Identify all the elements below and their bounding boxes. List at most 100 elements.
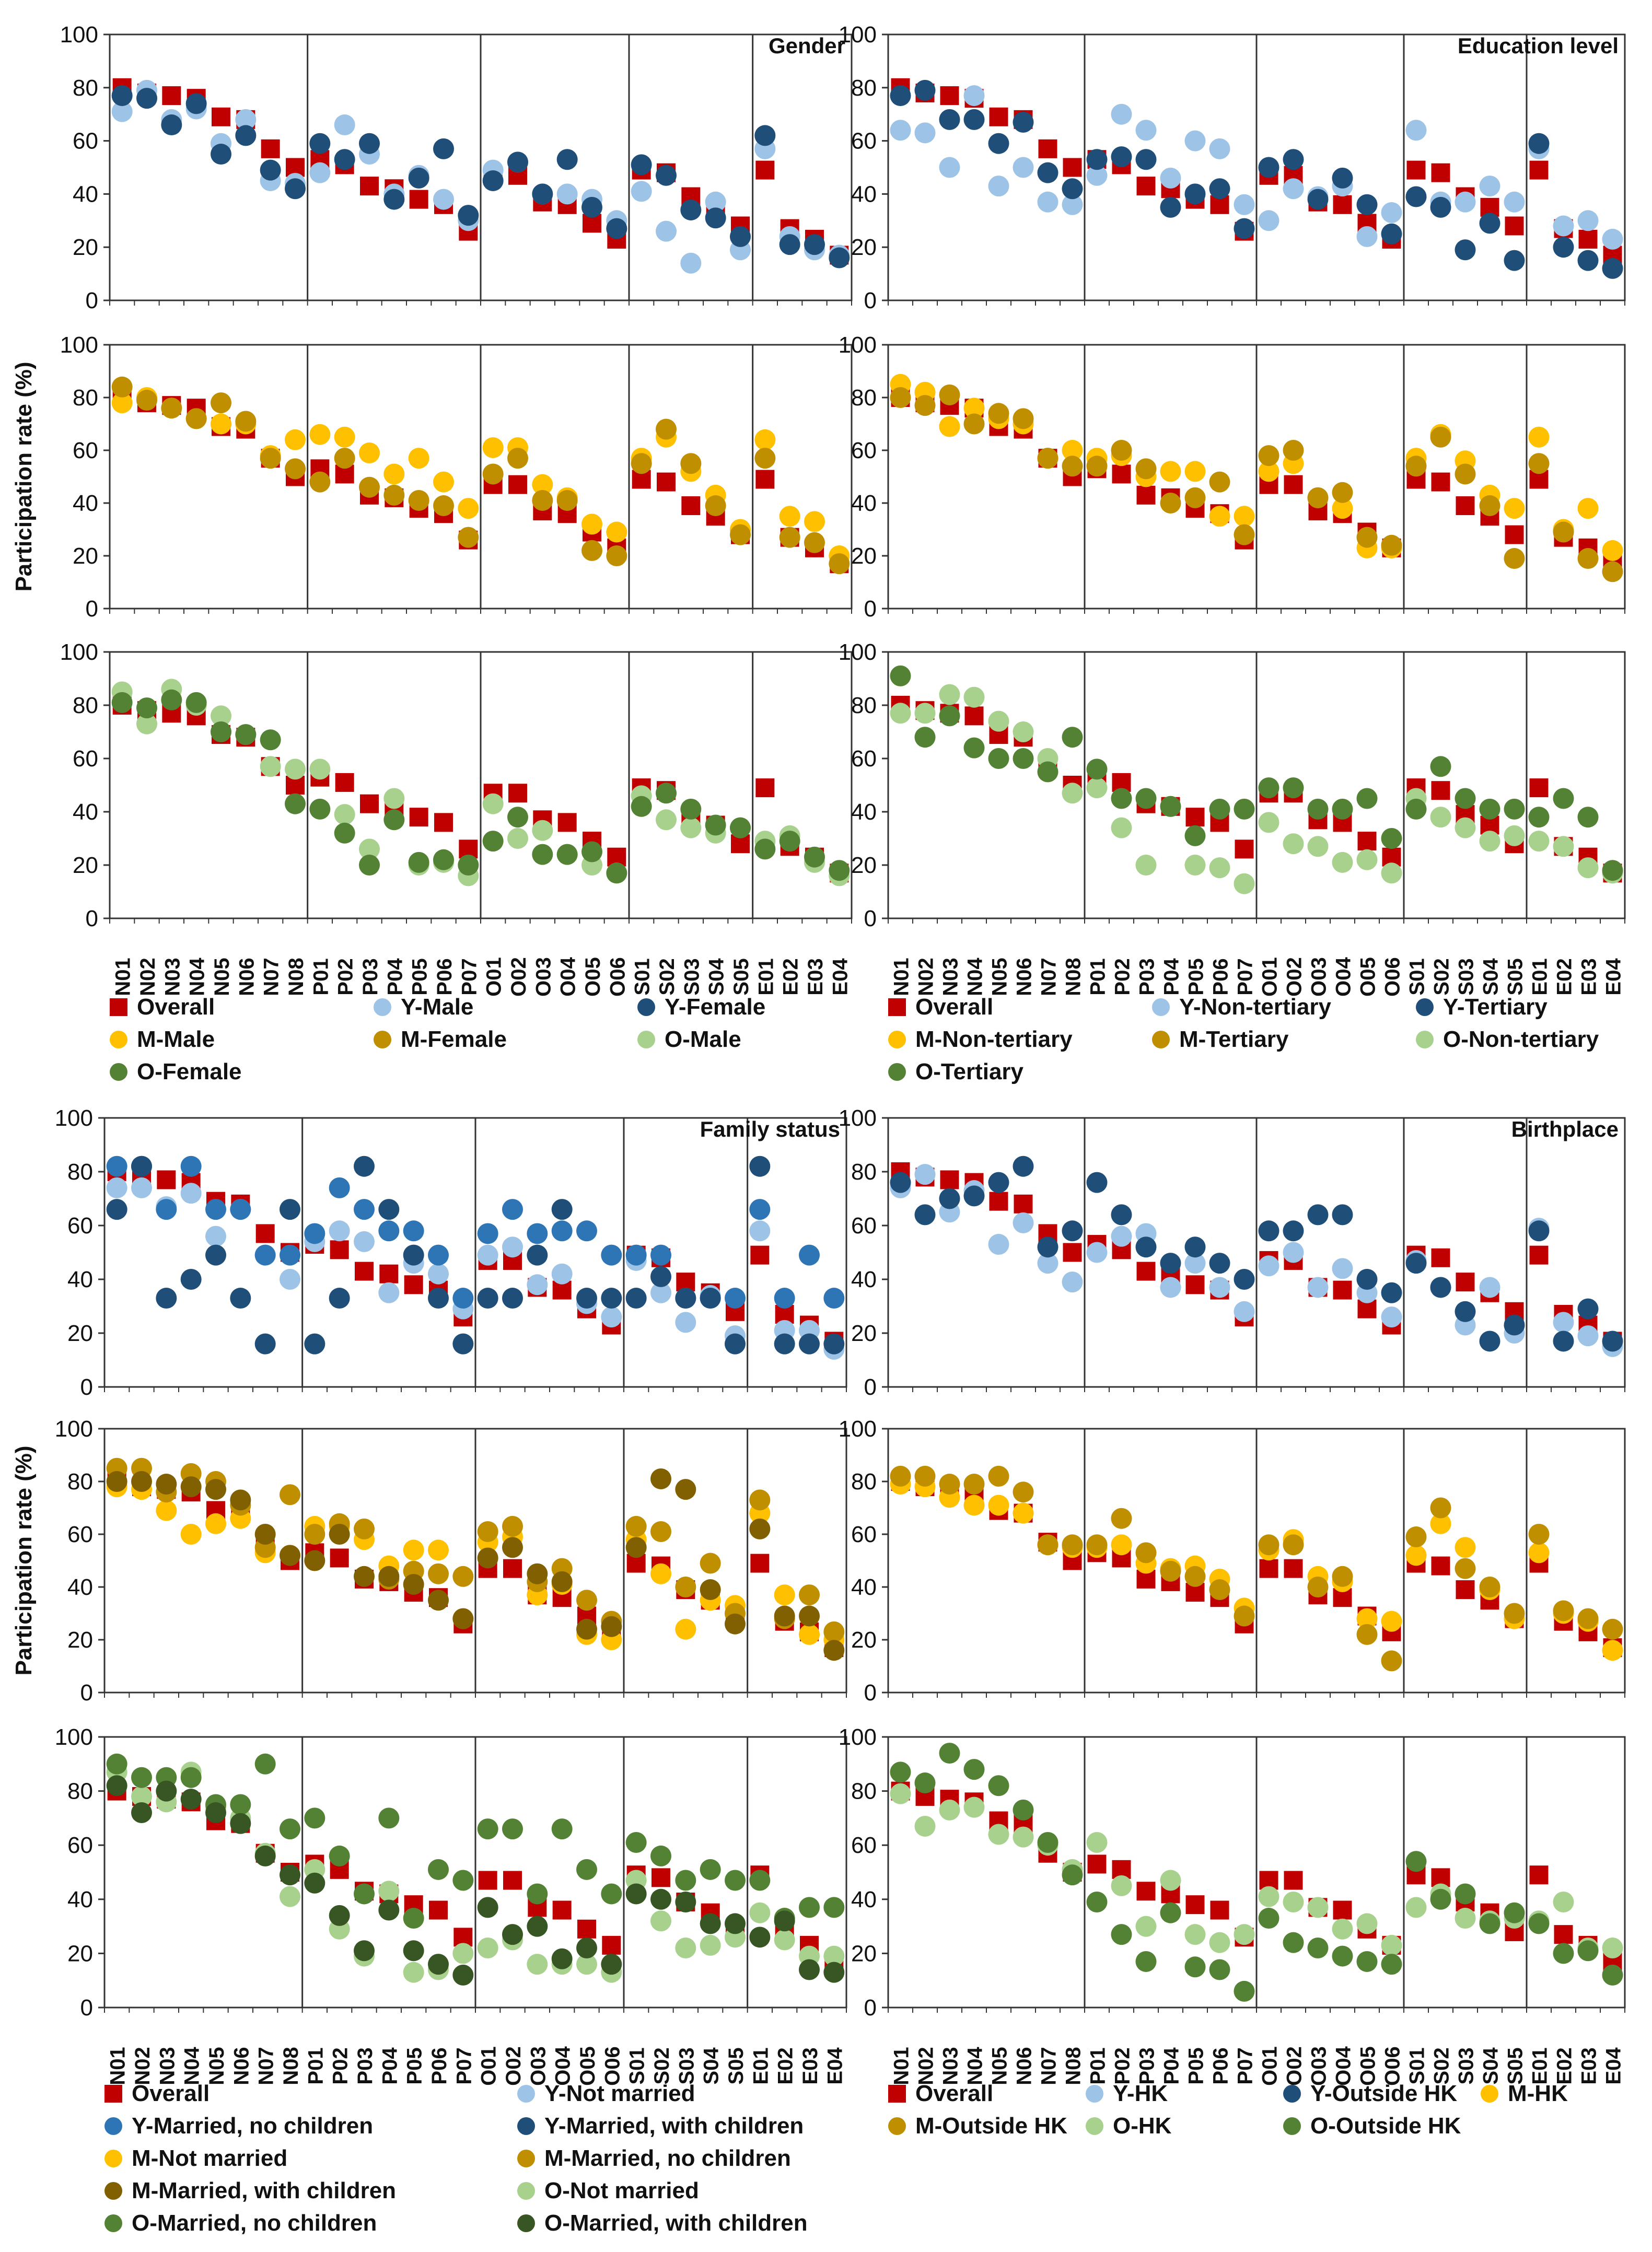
- point-overall-p02: [1112, 464, 1131, 484]
- legend-item-m-tertiary: M-Tertiary: [1152, 1025, 1288, 1054]
- point-o-married-no-children-p06: [428, 1859, 449, 1880]
- point-o-male-p01: [309, 759, 331, 780]
- point-o-male-p04: [383, 788, 405, 809]
- point-o-married-with-children-o04: [551, 1948, 573, 1969]
- x-tick-label-p05: P05: [403, 2047, 426, 2084]
- x-tick-label-o04: O04: [552, 2046, 575, 2085]
- point-m-female-o06: [606, 545, 627, 566]
- legend-item-o-married-no-children: O-Married, no children: [104, 2209, 377, 2238]
- point-o-non-tertiary-p07: [1234, 873, 1255, 894]
- point-y-male-s03: [680, 252, 702, 274]
- point-o-married-no-children-n04: [180, 1767, 202, 1788]
- point-m-married-with-children-p07: [452, 1608, 474, 1629]
- point-y-female-o06: [606, 218, 627, 239]
- point-overall-o04: [552, 1900, 572, 1920]
- point-y-non-tertiary-e03: [1577, 210, 1599, 231]
- point-m-tertiary-p03: [1135, 458, 1157, 480]
- point-y-married-no-children-o06: [601, 1244, 622, 1266]
- point-y-married-with-children-o05: [576, 1288, 597, 1309]
- point-y-not-married-p03: [354, 1231, 375, 1252]
- panel-education-level-3: 0 20 40 60 80 100: [839, 639, 1626, 931]
- legend-label: O-Non-tertiary: [1443, 1026, 1599, 1052]
- point-m-outside-hk-p02: [1111, 1508, 1132, 1529]
- point-m-married-no-children-e04: [823, 1621, 845, 1642]
- point-m-married-with-children-s01: [625, 1537, 647, 1558]
- point-y-not-married-e01: [749, 1220, 771, 1242]
- legend-label: M-Male: [137, 1026, 215, 1052]
- point-y-female-s03: [680, 199, 702, 220]
- point-o-married-no-children-s02: [650, 1845, 671, 1866]
- point-y-tertiary-e04: [1602, 258, 1623, 279]
- point-overall-p02: [330, 1240, 349, 1259]
- point-y-male-p02: [334, 114, 355, 136]
- point-m-married-with-children-n03: [156, 1474, 177, 1495]
- point-y-married-no-children-o01: [477, 1223, 498, 1244]
- point-o-male-n07: [260, 756, 281, 777]
- x-tick-label-n05: N05: [211, 958, 234, 996]
- point-m-outside-hk-p04: [1160, 1560, 1181, 1582]
- y-tick-label: 20: [851, 1321, 877, 1346]
- point-m-outside-hk-o06: [1381, 1650, 1402, 1672]
- point-m-non-tertiary-e01: [1528, 426, 1550, 448]
- point-overall-o04: [1333, 195, 1352, 214]
- point-y-female-n08: [285, 178, 306, 200]
- point-o-outside-hk-o03: [1307, 1938, 1329, 1959]
- x-tick-label-p02: P02: [1111, 2047, 1134, 2084]
- point-o-female-e04: [829, 860, 850, 881]
- point-y-married-with-children-n03: [156, 1288, 177, 1309]
- y-tick-label: 100: [60, 332, 98, 358]
- x-tick-label-s03: S03: [1455, 958, 1478, 995]
- x-tick-label-e03: E03: [804, 958, 827, 995]
- point-m-non-tertiary-e03: [1577, 498, 1599, 519]
- y-tick-label: 0: [864, 1995, 877, 2021]
- point-y-married-with-children-p06: [428, 1288, 449, 1309]
- circle-marker-icon: [374, 998, 391, 1016]
- point-o-female-s04: [705, 814, 726, 836]
- point-o-non-tertiary-n08: [1062, 783, 1083, 804]
- x-tick-label-n02: N02: [136, 958, 159, 996]
- x-tick-label-s01: S01: [631, 958, 654, 995]
- point-o-tertiary-o05: [1356, 788, 1378, 809]
- circle-marker-icon: [1481, 2085, 1498, 2103]
- point-o-non-tertiary-n01: [890, 703, 911, 724]
- point-o-hk-o05: [1356, 1913, 1378, 1934]
- y-tick-label: 40: [851, 1887, 877, 1912]
- point-m-married-with-children-o04: [551, 1571, 573, 1592]
- point-o-outside-hk-e01: [1528, 1913, 1550, 1934]
- point-o-non-tertiary-p06: [1209, 857, 1230, 879]
- point-m-male-p04: [383, 463, 405, 485]
- point-overall-o02: [1284, 1871, 1303, 1890]
- point-m-female-p04: [383, 484, 405, 506]
- legend-label: O-Married, no children: [132, 2210, 377, 2236]
- y-tick-label: 40: [851, 1267, 877, 1292]
- point-o-not-married-e04: [823, 1945, 845, 1967]
- point-overall-p03: [355, 1262, 374, 1281]
- point-o-married-with-children-o02: [502, 1924, 523, 1945]
- point-m-married-with-children-s05: [725, 1613, 746, 1635]
- point-y-male-p06: [433, 189, 454, 210]
- point-y-married-no-children-n06: [230, 1199, 251, 1220]
- legend-label: Y-Married, with children: [544, 2113, 804, 2139]
- x-tick-label-n01: N01: [112, 958, 135, 996]
- point-y-outside-hk-o03: [1307, 1204, 1329, 1226]
- circle-marker-icon: [517, 2085, 535, 2103]
- point-y-female-p06: [433, 138, 454, 159]
- point-y-married-with-children-p03: [354, 1156, 375, 1177]
- point-o-hk-o06: [1381, 1934, 1402, 1956]
- legend-item-o-non-tertiary: O-Non-tertiary: [1416, 1025, 1599, 1054]
- x-tick-label-p02: P02: [329, 2047, 352, 2084]
- point-overall-s05: [1505, 216, 1524, 236]
- point-o-non-tertiary-o04: [1332, 851, 1353, 873]
- point-o-married-no-children-o03: [527, 1883, 548, 1905]
- point-o-tertiary-p02: [1111, 788, 1132, 809]
- point-y-non-tertiary-p05: [1184, 130, 1206, 151]
- point-y-hk-o03: [1307, 1277, 1329, 1298]
- point-m-married-no-children-s03: [675, 1577, 696, 1597]
- x-tick-label-s02: S02: [650, 2047, 673, 2084]
- point-m-married-no-children-o02: [502, 1515, 523, 1537]
- y-tick-label: 40: [67, 1267, 93, 1292]
- point-m-not-married-p06: [428, 1539, 449, 1561]
- point-overall-o02: [503, 1559, 522, 1578]
- point-overall-o06: [602, 1935, 621, 1955]
- y-tick-label: 20: [851, 1941, 877, 1966]
